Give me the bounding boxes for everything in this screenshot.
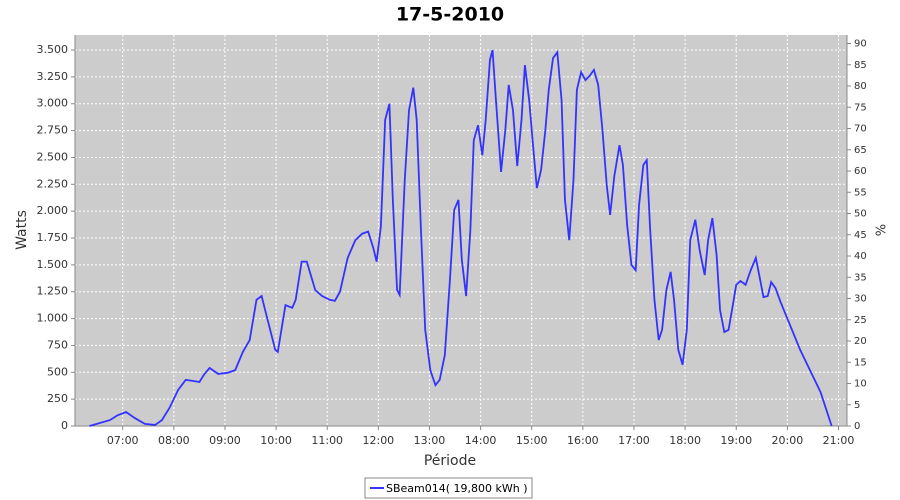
y2-tick-label: 25: [854, 315, 867, 326]
y2-tick-label: 55: [854, 187, 867, 198]
x-tick-label: 17:00: [618, 434, 650, 447]
y2-tick-label: 50: [854, 209, 867, 220]
y-tick-label: 3.500: [37, 43, 69, 56]
x-tick-label: 08:00: [158, 434, 190, 447]
y-tick-label: 500: [47, 365, 68, 378]
y2-axis-title: %: [875, 224, 890, 236]
y-tick-label: 250: [47, 392, 68, 405]
y2-tick-label: 5: [854, 400, 860, 411]
x-tick-label: 09:00: [209, 434, 241, 447]
y2-tick-label: 75: [854, 102, 867, 113]
chart-title: 17-5-2010: [396, 4, 504, 26]
y2-tick-label: 45: [854, 230, 867, 241]
x-axis-title: Période: [424, 453, 476, 469]
x-tick-label: 15:00: [516, 434, 548, 447]
y2-tick-label: 65: [854, 145, 867, 156]
y2-tick-label: 60: [854, 166, 867, 177]
y-axis-title: Watts: [14, 210, 30, 250]
y-tick-label: 2.750: [37, 124, 69, 137]
y2-tick-label: 10: [854, 379, 867, 390]
y2-tick-label: 0: [854, 421, 860, 432]
y-tick-label: 2.250: [37, 177, 69, 190]
x-tick-label: 19:00: [720, 434, 752, 447]
y-tick-label: 1.750: [37, 231, 69, 244]
legend-label: SBeam014( 19,800 kWh ): [386, 482, 528, 495]
x-tick-label: 10:00: [260, 434, 292, 447]
x-tick-label: 14:00: [465, 434, 497, 447]
y-tick-label: 3.250: [37, 70, 69, 83]
data-line: [89, 49, 833, 427]
x-tick-label: 16:00: [567, 434, 599, 447]
y-tick-label: 0: [61, 419, 68, 432]
x-tick-label: 18:00: [669, 434, 701, 447]
x-tick-label: 20:00: [772, 434, 804, 447]
y2-tick-label: 80: [854, 81, 867, 92]
y-tick-label: 2.000: [37, 204, 69, 217]
y-tick-label: 750: [47, 338, 68, 351]
legend: [364, 477, 533, 499]
y-tick-label: 3.000: [37, 97, 69, 110]
y2-tick-label: 90: [854, 39, 867, 50]
x-tick-label: 21:00: [823, 434, 855, 447]
y2-tick-label: 70: [854, 124, 867, 135]
y-tick-label: 1.000: [37, 312, 69, 325]
y2-tick-label: 20: [854, 336, 867, 347]
y2-tick-label: 85: [854, 60, 867, 71]
x-tick-label: 12:00: [362, 434, 394, 447]
y2-tick-label: 15: [854, 357, 867, 368]
y-tick-label: 1.500: [37, 258, 69, 271]
y2-tick-label: 30: [854, 294, 867, 305]
x-tick-label: 07:00: [107, 434, 139, 447]
x-tick-label: 11:00: [311, 434, 343, 447]
y2-tick-label: 35: [854, 272, 867, 283]
x-tick-label: 13:00: [414, 434, 446, 447]
y-tick-label: 1.250: [37, 285, 69, 298]
y2-tick-label: 40: [854, 251, 867, 262]
y-tick-label: 2.500: [37, 150, 69, 163]
